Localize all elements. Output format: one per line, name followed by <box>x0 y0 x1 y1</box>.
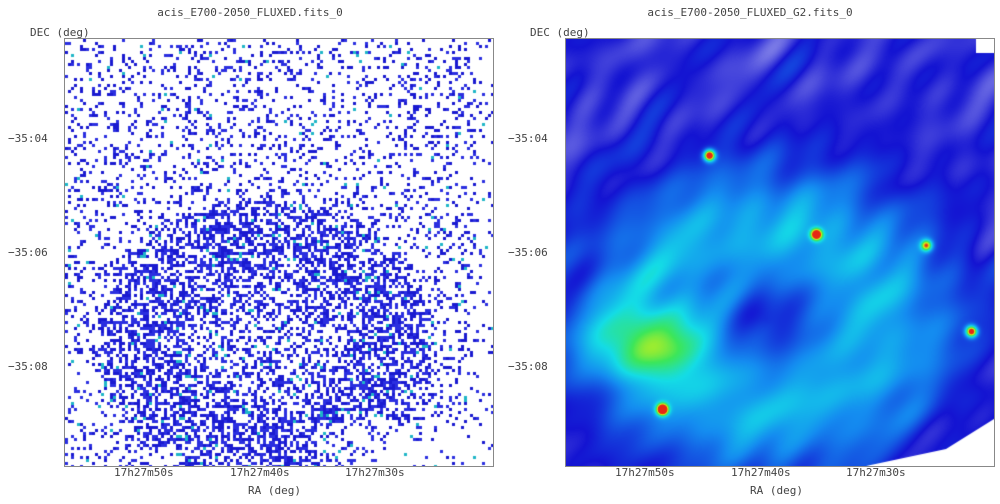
right-ra-axis-label: RA (deg) <box>750 484 803 497</box>
right-ytick-2: −35:06 <box>508 246 548 259</box>
left-panel-title: acis_E700-2050_FLUXED.fits_0 <box>157 6 343 19</box>
right-xtick-3: 17h27m30s <box>846 466 906 479</box>
left-panel: acis_E700-2050_FLUXED.fits_0 DEC (deg) −… <box>8 6 494 497</box>
left-ra-axis-label: RA (deg) <box>248 484 301 497</box>
right-panel: acis_E700-2050_FLUXED_G2.fits_0 DEC (deg… <box>500 0 1000 504</box>
left-ytick-3: −35:08 <box>8 360 48 373</box>
right-xtick-2: 17h27m40s <box>731 466 791 479</box>
left-xtick-2: 17h27m40s <box>230 466 290 479</box>
left-ytick-2: −35:06 <box>8 246 48 259</box>
left-xtick-1: 17h27m50s <box>114 466 174 479</box>
left-dec-axis-label: DEC (deg) <box>30 26 90 39</box>
right-panel-title: acis_E700-2050_FLUXED_G2.fits_0 <box>647 6 853 19</box>
right-ytick-1: −35:04 <box>508 132 548 145</box>
left-xtick-3: 17h27m30s <box>345 466 405 479</box>
left-image-canvas[interactable] <box>65 39 493 466</box>
right-dec-axis-label: DEC (deg) <box>530 26 590 39</box>
left-ytick-1: −35:04 <box>8 132 48 145</box>
right-ytick-3: −35:08 <box>508 360 548 373</box>
right-xtick-1: 17h27m50s <box>615 466 675 479</box>
right-image-canvas[interactable] <box>566 39 994 466</box>
right-image-plot[interactable] <box>565 38 995 467</box>
left-image-plot[interactable] <box>64 38 494 467</box>
